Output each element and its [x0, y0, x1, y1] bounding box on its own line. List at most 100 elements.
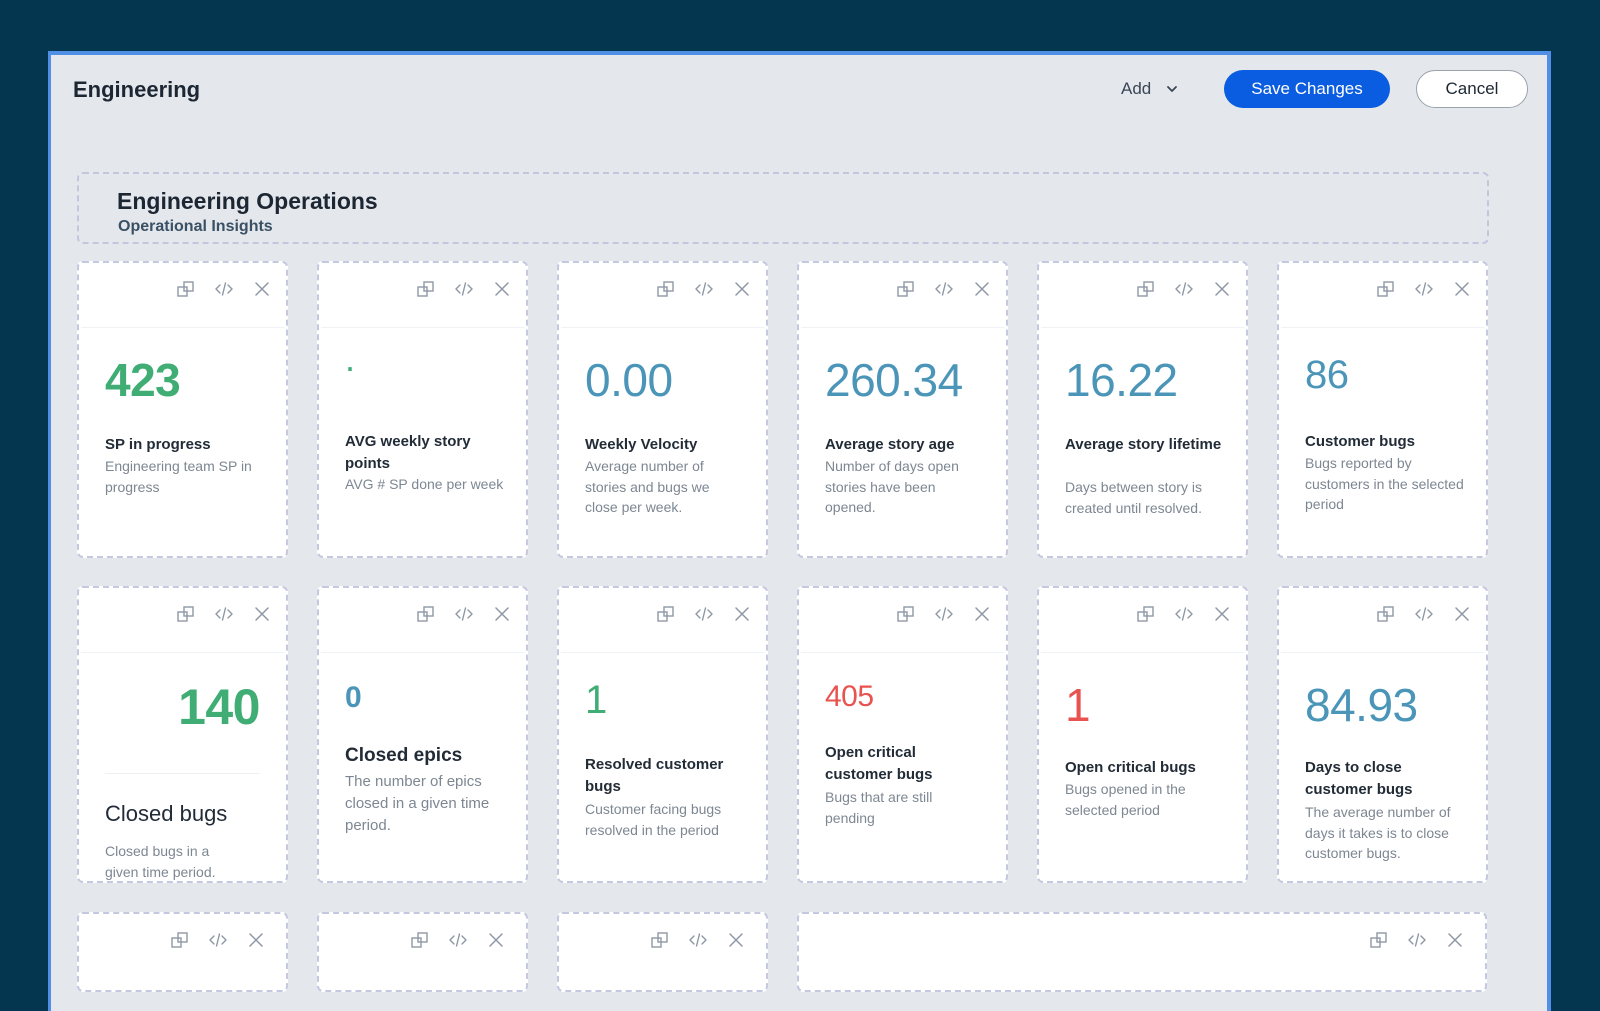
card-divider: [1041, 327, 1244, 328]
code-icon[interactable]: [1174, 279, 1194, 299]
code-icon[interactable]: [934, 604, 954, 624]
card-divider: [561, 652, 764, 653]
metric-label: Closed bugs: [105, 801, 228, 826]
duplicate-icon[interactable]: [170, 930, 190, 950]
duplicate-icon[interactable]: [1136, 604, 1156, 624]
duplicate-icon[interactable]: [656, 279, 676, 299]
close-icon[interactable]: [1212, 604, 1232, 624]
metric-card[interactable]: [77, 912, 288, 992]
card-toolbar: [896, 279, 992, 299]
metric-description: Engineering team SP in progress: [105, 458, 252, 495]
card-divider: [561, 327, 764, 328]
metric-card[interactable]: [557, 912, 768, 992]
metric-value: 16.22: [1065, 354, 1178, 406]
metric-value: .: [345, 338, 355, 379]
metric-card-average-story-lifetime[interactable]: 16.22 Average story lifetime Days betwee…: [1037, 261, 1248, 558]
code-icon[interactable]: [934, 279, 954, 299]
code-icon[interactable]: [1414, 279, 1434, 299]
metric-card-resolved-customer-bugs[interactable]: 1 Resolved customer bugs Customer facing…: [557, 586, 768, 883]
duplicate-icon[interactable]: [416, 604, 436, 624]
code-icon[interactable]: [1414, 604, 1434, 624]
metric-card-open-critical-bugs[interactable]: 1 Open critical bugs Bugs opened in the …: [1037, 586, 1248, 883]
metric-card-closed-epics[interactable]: 0 Closed epics The number of epics close…: [317, 586, 528, 883]
close-icon[interactable]: [492, 604, 512, 624]
metric-label: Average story age: [825, 436, 955, 453]
close-icon[interactable]: [726, 930, 746, 950]
card-toolbar: [656, 604, 752, 624]
metric-description: Days between story is created until reso…: [1065, 479, 1202, 516]
metric-value: 0: [345, 681, 362, 714]
metric-description: Bugs that are still pending: [825, 789, 933, 826]
duplicate-icon[interactable]: [1376, 604, 1396, 624]
code-icon[interactable]: [208, 930, 228, 950]
close-icon[interactable]: [732, 279, 752, 299]
duplicate-icon[interactable]: [1369, 930, 1389, 950]
save-changes-button[interactable]: Save Changes: [1224, 70, 1390, 108]
close-icon[interactable]: [1452, 604, 1472, 624]
metric-description: Closed bugs in a given time period.: [105, 843, 216, 880]
metric-card[interactable]: [317, 912, 528, 992]
duplicate-icon[interactable]: [896, 604, 916, 624]
close-icon[interactable]: [1452, 279, 1472, 299]
close-icon[interactable]: [486, 930, 506, 950]
code-icon[interactable]: [1174, 604, 1194, 624]
close-icon[interactable]: [732, 604, 752, 624]
duplicate-icon[interactable]: [650, 930, 670, 950]
dashboard-editor: Engineering Add Save Changes Cancel Engi…: [48, 51, 1551, 1011]
metric-description: Bugs opened in the selected period: [1065, 781, 1186, 818]
code-icon[interactable]: [454, 279, 474, 299]
card-toolbar: [410, 930, 506, 950]
metric-label: Open critical bugs: [1065, 759, 1196, 776]
metric-card-customer-bugs[interactable]: 86 Customer bugs Bugs reported by custom…: [1277, 261, 1488, 558]
close-icon[interactable]: [252, 279, 272, 299]
metric-card-closed-bugs[interactable]: 140 Closed bugs Closed bugs in a given t…: [77, 586, 288, 883]
code-icon[interactable]: [214, 604, 234, 624]
code-icon[interactable]: [688, 930, 708, 950]
code-icon[interactable]: [448, 930, 468, 950]
close-icon[interactable]: [492, 279, 512, 299]
duplicate-icon[interactable]: [416, 279, 436, 299]
metric-card-sp-in-progress[interactable]: 423 SP in progress Engineering team SP i…: [77, 261, 288, 558]
code-icon[interactable]: [214, 279, 234, 299]
duplicate-icon[interactable]: [896, 279, 916, 299]
duplicate-icon[interactable]: [176, 604, 196, 624]
duplicate-icon[interactable]: [176, 279, 196, 299]
cancel-button[interactable]: Cancel: [1416, 70, 1528, 108]
metric-card-open-critical-customer-bugs[interactable]: 405 Open critical customer bugs Bugs tha…: [797, 586, 1008, 883]
section-header[interactable]: Engineering Operations Operational Insig…: [77, 172, 1489, 244]
close-icon[interactable]: [1212, 279, 1232, 299]
duplicate-icon[interactable]: [656, 604, 676, 624]
metric-card-days-to-close-customer-bugs[interactable]: 84.93 Days to close customer bugs The av…: [1277, 586, 1488, 883]
close-icon[interactable]: [252, 604, 272, 624]
duplicate-icon[interactable]: [1136, 279, 1156, 299]
code-icon[interactable]: [694, 279, 714, 299]
metric-value: 260.34: [825, 354, 963, 406]
metric-card-average-story-age[interactable]: 260.34 Average story age Number of days …: [797, 261, 1008, 558]
close-icon[interactable]: [972, 604, 992, 624]
card-divider: [81, 327, 284, 328]
metric-label: Open critical customer bugs: [825, 744, 933, 783]
metric-card-avg-weekly-story-points[interactable]: . AVG weekly story points AVG # SP done …: [317, 261, 528, 558]
close-icon[interactable]: [972, 279, 992, 299]
metric-label: SP in progress: [105, 436, 211, 453]
code-icon[interactable]: [694, 604, 714, 624]
card-toolbar: [1136, 279, 1232, 299]
code-icon[interactable]: [1407, 930, 1427, 950]
metric-description: Bugs reported by customers in the select…: [1305, 455, 1464, 512]
section-title: Engineering Operations: [117, 188, 378, 214]
metric-label: Closed epics: [345, 745, 463, 766]
metric-description: Number of days open stories have been op…: [825, 458, 959, 515]
metric-value: 84.93: [1305, 679, 1418, 731]
value-divider: [105, 773, 260, 774]
code-icon[interactable]: [454, 604, 474, 624]
metric-value: 0.00: [585, 354, 673, 406]
close-icon[interactable]: [1445, 930, 1465, 950]
close-icon[interactable]: [246, 930, 266, 950]
metric-card-weekly-velocity[interactable]: 0.00 Weekly Velocity Average number of s…: [557, 261, 768, 558]
card-toolbar: [656, 279, 752, 299]
duplicate-icon[interactable]: [410, 930, 430, 950]
wide-widget-card[interactable]: [797, 912, 1487, 992]
duplicate-icon[interactable]: [1376, 279, 1396, 299]
card-toolbar: [1136, 604, 1232, 624]
add-dropdown-button[interactable]: Add: [1121, 79, 1179, 99]
